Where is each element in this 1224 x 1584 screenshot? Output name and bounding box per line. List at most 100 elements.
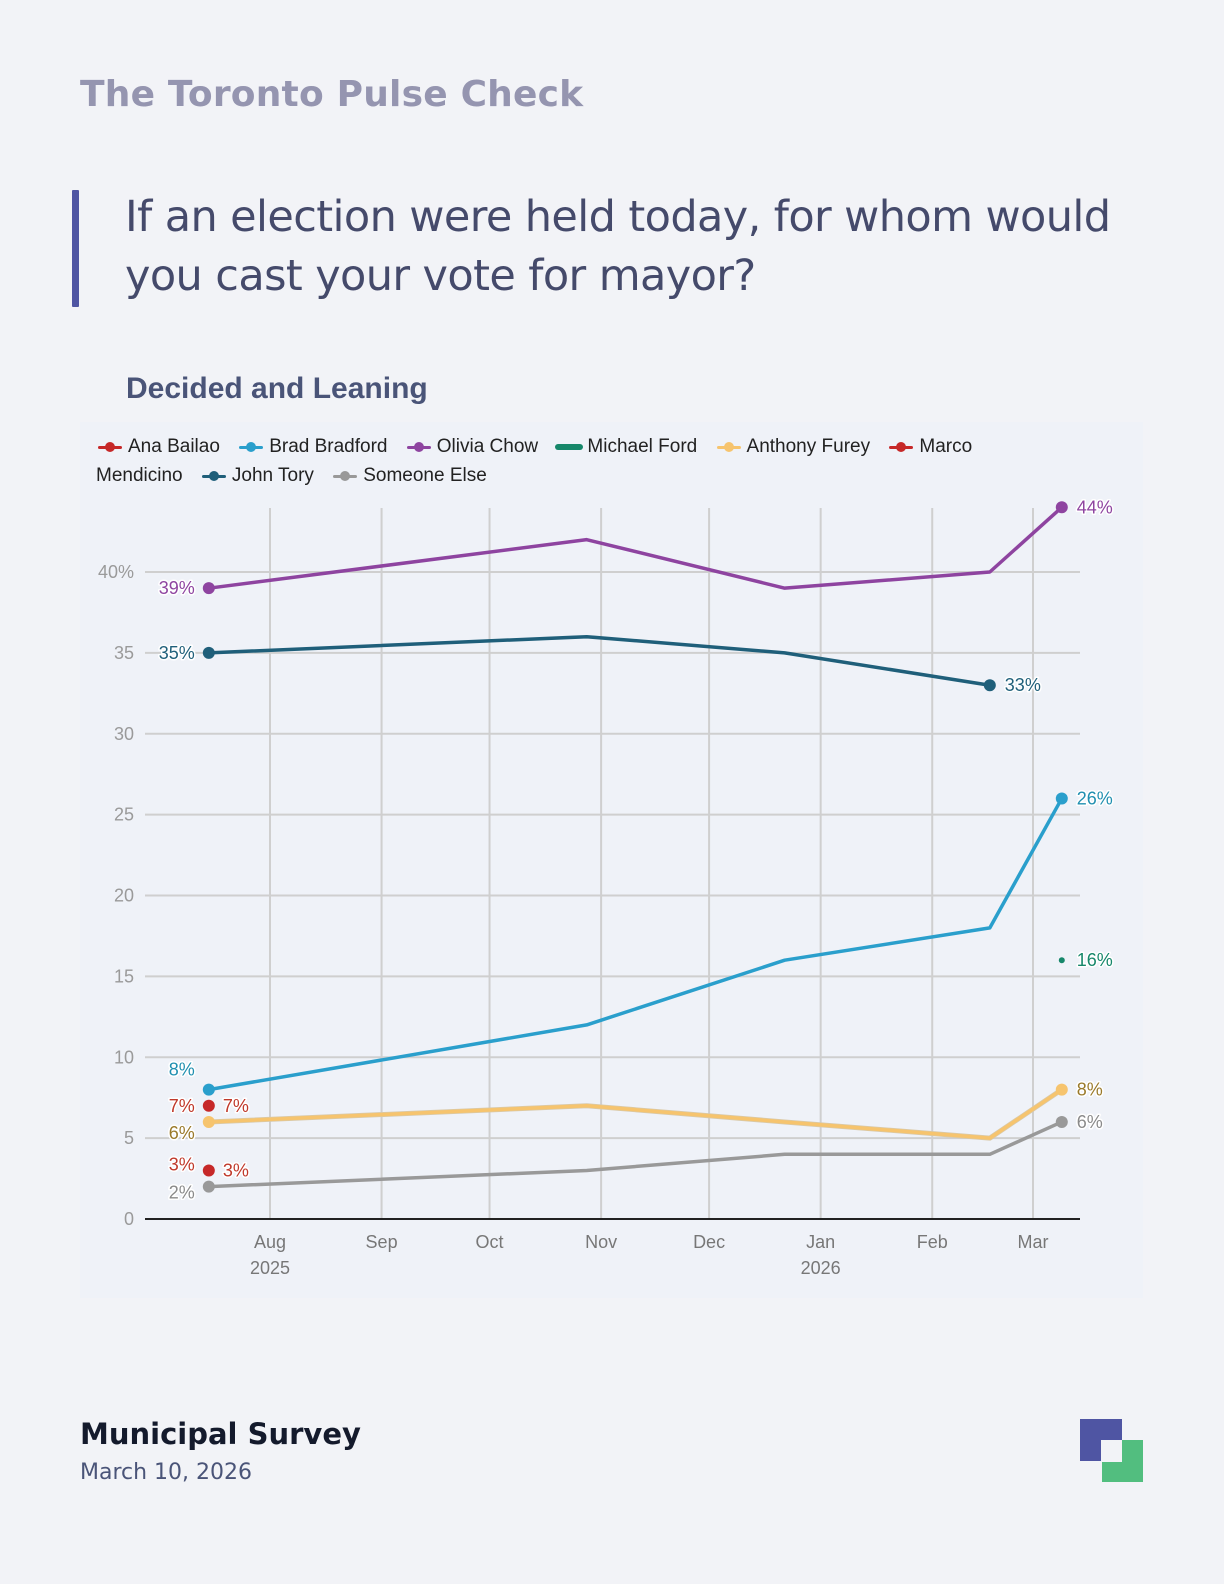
series-brad-bradford (202, 792, 1068, 1096)
brand-title: The Toronto Pulse Check (80, 74, 584, 115)
series-line (208, 1088, 1063, 1140)
data-point (202, 1164, 215, 1177)
question-accent-bar (72, 190, 79, 307)
legend-label: Marco Mendicino (96, 436, 973, 486)
data-label-michael-ford: 16% (1077, 950, 1113, 970)
legend-item-anthony-furey[interactable]: Anthony Furey (715, 436, 871, 457)
x-tick-label-feb: Feb (917, 1232, 948, 1252)
data-label-brad-bradford: 26% (1077, 788, 1113, 808)
data-label-anthony-furey: 6% (169, 1123, 195, 1143)
series-line (208, 505, 1063, 590)
data-label-anthony-furey: 8% (1077, 1080, 1103, 1100)
legend-swatch-icon (887, 441, 915, 453)
data-label-john-tory: 35% (159, 643, 195, 663)
legend-label: Anthony Furey (746, 436, 871, 457)
y-tick-label: 0 (124, 1209, 134, 1229)
x-tick-label-sep: Sep (366, 1232, 398, 1252)
legend-item-olivia-chow[interactable]: Olivia Chow (405, 436, 538, 457)
x-tick-year-2025: 2025 (250, 1258, 290, 1278)
data-label-ana-bailao: 7% (169, 1096, 195, 1116)
chart-panel (80, 422, 1143, 1298)
x-tick-label-aug: Aug (254, 1232, 286, 1252)
legend-item-michael-ford[interactable]: Michael Ford (555, 436, 697, 457)
series-anthony-furey (202, 1083, 1068, 1141)
series-line (208, 797, 1064, 1092)
data-point (1055, 501, 1068, 514)
x-axis: Aug 2025 Sep Oct Nov Dec Jan 2026 Feb Mar (250, 1232, 1049, 1278)
legend-item-someone-else[interactable]: Someone Else (331, 465, 487, 486)
legend-swatch-icon (200, 470, 228, 482)
x-tick-label-nov: Nov (585, 1232, 617, 1252)
data-label-brad-bradford: 8% (169, 1060, 195, 1080)
legend-item-brad-bradford[interactable]: Brad Bradford (237, 436, 387, 457)
x-tick-label-oct: Oct (476, 1232, 504, 1252)
data-point (202, 582, 215, 595)
series-ana-bailao (202, 1099, 215, 1112)
data-point (202, 1083, 215, 1096)
data-label-john-tory: 33% (1005, 675, 1041, 695)
legend-swatch-icon (555, 441, 584, 453)
legend-label: Someone Else (363, 465, 487, 486)
series-underlay (208, 1087, 1064, 1141)
y-tick-label: 20 (114, 886, 134, 906)
series-group (202, 501, 1068, 1193)
x-tick-label-mar: Mar (1018, 1232, 1049, 1252)
legend-item-ana-bailao[interactable]: Ana Bailao (96, 436, 220, 457)
data-point (1055, 1115, 1068, 1128)
data-labels: 7% 7% 8% 26% 39% 44% 16% 6% 8% 3% 3% 35% 33% 2% 6% (157, 496, 1114, 1204)
series-john-tory (202, 634, 996, 692)
logo-square-primary (1080, 1419, 1122, 1461)
data-point (983, 679, 996, 692)
y-tick-label: 30 (114, 724, 134, 744)
legend-swatch-icon (96, 441, 124, 453)
data-point (1055, 792, 1068, 805)
data-point (1055, 1083, 1068, 1096)
legend-label: Michael Ford (587, 436, 698, 457)
gridlines (145, 508, 1080, 1219)
legend-item-john-tory[interactable]: John Tory (200, 465, 314, 486)
footer-title: Municipal Survey (80, 1417, 361, 1451)
logo-icon (1080, 1419, 1143, 1482)
y-tick-label: 15 (114, 966, 134, 986)
legend-label: Brad Bradford (269, 436, 388, 457)
y-tick-label: 40% (98, 562, 134, 582)
data-label-olivia-chow: 44% (1077, 497, 1113, 517)
legend-swatch-icon (715, 441, 743, 453)
series-line (208, 634, 991, 687)
legend-label: Olivia Chow (436, 436, 539, 457)
legend-label: John Tory (231, 465, 314, 486)
chart-subtitle: Decided and Leaning (126, 372, 428, 405)
series-line (208, 1120, 1063, 1189)
data-label-someone-else: 6% (1077, 1112, 1103, 1132)
data-label-olivia-chow: 39% (159, 578, 195, 598)
legend-label: Ana Bailao (128, 436, 220, 457)
logo-square-secondary (1102, 1440, 1143, 1482)
y-tick-label: 25 (114, 805, 134, 825)
data-point (202, 646, 215, 659)
y-tick-label: 5 (124, 1128, 134, 1148)
data-point (202, 1115, 215, 1128)
data-label-someone-else: 2% (169, 1183, 195, 1203)
y-tick-label: 35 (114, 643, 134, 663)
series-michael-ford (1058, 957, 1065, 964)
y-axis: 0 5 10 15 20 25 30 35 40% (98, 562, 134, 1229)
data-label-marco-mendicino: 3% (169, 1154, 195, 1174)
footer-date: March 10, 2026 (80, 1460, 253, 1485)
series-olivia-chow (202, 501, 1068, 595)
legend-swatch-icon (331, 470, 359, 482)
x-tick-label-jan: Jan (806, 1232, 835, 1252)
legend-swatch-icon (237, 441, 265, 453)
legend-swatch-icon (405, 441, 433, 453)
series-someone-else (202, 1115, 1068, 1193)
y-tick-label: 10 (114, 1047, 134, 1067)
x-tick-year-2026: 2026 (801, 1258, 841, 1278)
data-label-marco-mendicino-right: 3% (223, 1160, 249, 1180)
series-marco-mendicino (202, 1164, 215, 1177)
data-point (202, 1180, 215, 1193)
x-tick-label-dec: Dec (693, 1232, 725, 1252)
data-point (1058, 957, 1065, 964)
survey-question: If an election were held today, for whom… (125, 192, 1111, 301)
legend-item-marco-mendicino[interactable]: Marco Mendicino (96, 436, 972, 486)
data-label-ana-bailao-right: 7% (223, 1096, 249, 1116)
